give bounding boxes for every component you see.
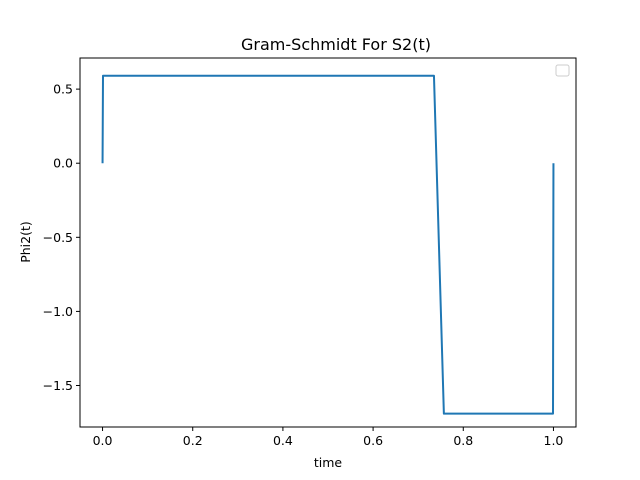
x-tick-label: 0.0	[93, 433, 113, 448]
x-tick-label: 0.8	[453, 433, 473, 448]
y-tick-label: 0.0	[53, 156, 73, 171]
y-tick-label: 0.5	[53, 82, 73, 97]
x-tick-label: 0.4	[273, 433, 293, 448]
y-tick-label: −0.5	[43, 230, 73, 245]
y-axis: 0.5 0.0 −0.5 −1.0 −1.5	[43, 82, 80, 393]
series-line	[101, 74, 555, 415]
x-axis: 0.0 0.2 0.4 0.6 0.8 1.0	[93, 427, 564, 448]
y-tick-label: −1.0	[43, 304, 73, 319]
series-layer	[101, 74, 555, 415]
legend-box	[555, 64, 570, 77]
x-tick-label: 0.2	[183, 433, 203, 448]
x-tick-label: 0.6	[363, 433, 383, 448]
plot-area-frame	[79, 57, 577, 428]
x-axis-label: time	[314, 455, 343, 470]
x-tick-label: 1.0	[544, 433, 564, 448]
chart-title: Gram-Schmidt For S2(t)	[241, 35, 431, 54]
y-tick-label: −1.5	[43, 378, 73, 393]
y-axis-label: Phi2(t)	[18, 221, 33, 263]
